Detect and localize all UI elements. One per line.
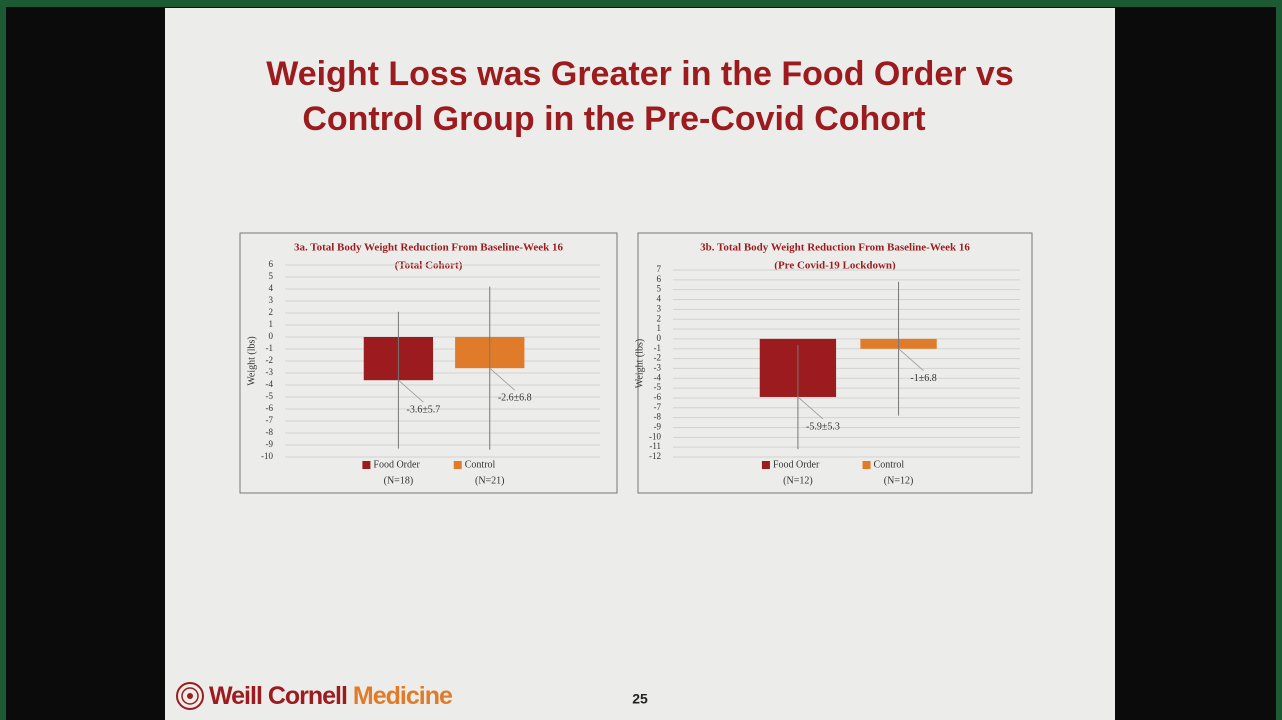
y-tick-label: 6 [657, 274, 662, 284]
legend-swatch [453, 461, 462, 469]
y-tick-label: -7 [266, 415, 274, 425]
y-tick-label: -1 [654, 343, 662, 353]
leader-line [398, 379, 424, 403]
frame-right [1276, 0, 1282, 720]
y-tick-label: 7 [657, 264, 662, 274]
legend-swatch [761, 461, 770, 469]
slide-title: Weight Loss was Greater in the Food Orde… [266, 55, 1014, 93]
y-tick-label: -10 [261, 451, 273, 461]
data-label: -5.9±5.3 [806, 421, 840, 432]
y-tick-label: 5 [657, 284, 662, 294]
y-tick-label: 2 [269, 307, 274, 317]
chart-subtitle: (Total Cohort) [395, 260, 463, 272]
y-tick-label: 3 [657, 303, 662, 313]
chart-title: 3b. Total Body Weight Reduction From Bas… [700, 242, 970, 254]
legend-swatch [362, 461, 371, 469]
logo-primary: Weill Cornell [209, 682, 347, 710]
frame-top [0, 0, 1282, 7]
y-tick-label: -4 [654, 372, 662, 382]
y-tick-label: -2 [654, 353, 662, 363]
y-tick-label: -10 [649, 431, 661, 441]
page-number: 25 [632, 691, 648, 707]
y-tick-label: -7 [654, 402, 662, 412]
y-tick-label: 0 [269, 331, 274, 341]
slide-title: Control Group in the Pre-Covid Cohort [302, 100, 925, 138]
y-tick-label: 4 [269, 283, 274, 293]
y-tick-label: 4 [657, 294, 662, 304]
leader-line [898, 348, 924, 372]
legend-label: Food Order [773, 459, 820, 470]
legend-n: (N=12) [783, 475, 813, 486]
data-label: -1±6.8 [910, 373, 936, 384]
logo-secondary: Medicine [353, 682, 453, 710]
y-tick-label: -9 [654, 422, 662, 432]
data-label: -2.6±6.8 [498, 392, 532, 403]
y-tick-label: -11 [649, 441, 661, 451]
logo-seal [176, 682, 204, 710]
y-tick-label: -5 [654, 382, 662, 392]
leader-line [489, 367, 516, 391]
y-tick-label: -12 [649, 451, 661, 461]
data-label: -3.6±5.7 [406, 404, 440, 415]
y-tick-label: 1 [657, 323, 662, 333]
y-tick-label: 6 [269, 259, 274, 269]
y-tick-label: -3 [266, 367, 274, 377]
logo-text: Weill Cornell Medicine [209, 682, 453, 710]
legend-swatch [862, 461, 871, 469]
leader-line [797, 396, 824, 420]
y-tick-label: -4 [266, 379, 274, 389]
chart-title: 3a. Total Body Weight Reduction From Bas… [294, 242, 564, 254]
legend-label: Control [874, 459, 905, 470]
legend-n: (N=12) [884, 475, 914, 486]
y-tick-label: 1 [269, 319, 274, 329]
legend-label: Food Order [373, 459, 420, 470]
y-axis-label: Weight (lbs) [634, 339, 645, 388]
y-tick-label: -6 [266, 403, 274, 413]
chart-subtitle: (Pre Covid-19 Lockdown) [774, 260, 896, 272]
y-tick-label: -1 [266, 343, 274, 353]
legend-n: (N=21) [475, 475, 505, 486]
legend-label: Control [465, 459, 496, 470]
y-tick-label: 5 [269, 271, 274, 281]
y-tick-label: -8 [266, 427, 274, 437]
y-tick-label: -8 [654, 412, 662, 422]
y-tick-label: -3 [654, 362, 662, 372]
y-tick-label: -9 [266, 439, 274, 449]
y-tick-label: 3 [269, 295, 274, 305]
legend-n: (N=18) [384, 475, 414, 486]
y-tick-label: -5 [266, 391, 274, 401]
frame-left [0, 0, 6, 720]
y-tick-label: -2 [266, 355, 274, 365]
y-tick-label: -6 [654, 392, 662, 402]
y-axis-label: Weight (lbs) [246, 336, 257, 385]
y-tick-label: 2 [657, 313, 662, 323]
y-tick-label: 0 [657, 333, 662, 343]
